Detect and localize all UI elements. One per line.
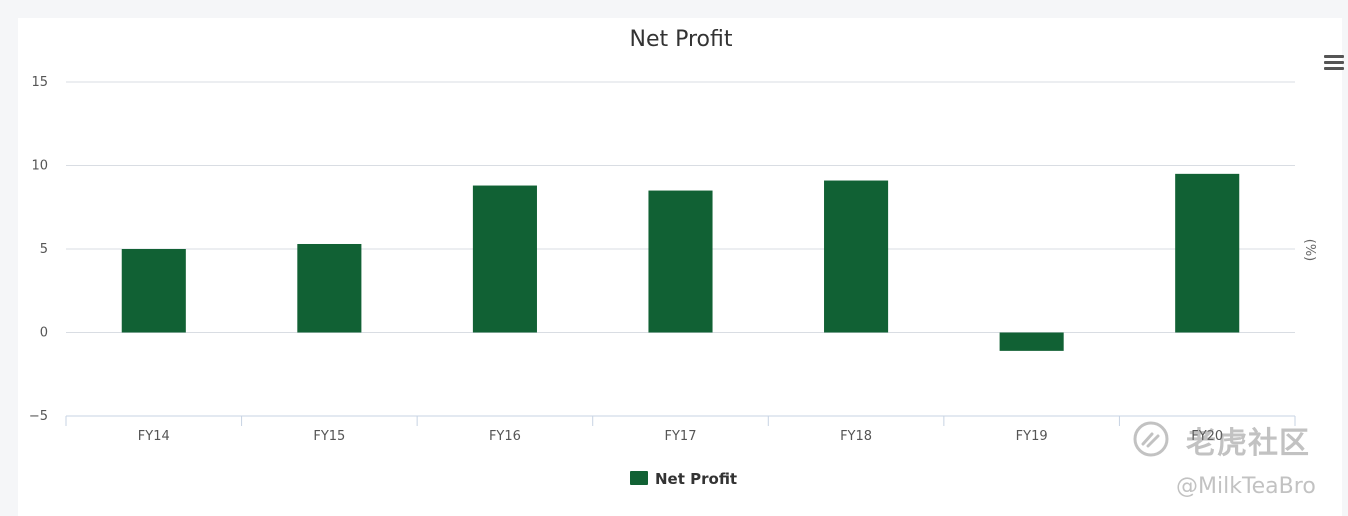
menu-line (1324, 61, 1344, 64)
bar (121, 249, 186, 333)
tiger-logo-icon (1133, 421, 1169, 457)
y-axis-ticks: 15 10 5 0 −5 (29, 75, 48, 424)
watermark: 老虎社区 @MilkTeaBro (1132, 418, 1332, 508)
legend-swatch (630, 471, 648, 485)
x-tick-label: FY19 (1016, 429, 1048, 444)
y-tick-label: 15 (31, 75, 48, 90)
y-tick-label: 5 (40, 242, 48, 257)
x-tick-label: FY16 (489, 429, 521, 444)
bar (472, 185, 537, 333)
bar (999, 332, 1064, 351)
hamburger-menu-icon[interactable] (1322, 52, 1346, 72)
bar (297, 243, 362, 333)
bar (648, 190, 713, 333)
bar (824, 180, 889, 333)
x-tick-label: FY15 (313, 429, 345, 444)
chart-card: Net Profit 15 10 5 0 −5 FY14 FY15 FY16 FY17 FY18… (18, 18, 1344, 516)
bar (1175, 173, 1240, 333)
legend[interactable]: Net Profit (630, 470, 737, 488)
legend-label: Net Profit (655, 470, 737, 488)
watermark-username: @MilkTeaBro (1176, 474, 1316, 499)
chart-title: Net Profit (630, 27, 733, 52)
x-axis: FY14 FY15 FY16 FY17 FY18 FY19 FY20 (65, 415, 1296, 444)
bars (121, 173, 1240, 351)
y-tick-label: −5 (29, 409, 48, 424)
net-profit-chart: Net Profit 15 10 5 0 −5 FY14 FY15 FY16 FY17 FY18… (29, 27, 1317, 488)
menu-line (1324, 55, 1344, 58)
x-tick-label: FY17 (665, 429, 697, 444)
y-tick-label: 0 (40, 326, 48, 341)
x-tick-label: FY18 (840, 429, 872, 444)
y2-axis-label: (%) (1302, 239, 1317, 262)
watermark-brand: 老虎社区 (1186, 426, 1310, 461)
y-tick-label: 10 (31, 159, 48, 174)
x-tick-label: FY20 (1191, 429, 1223, 444)
x-tick-label: FY14 (138, 429, 170, 444)
menu-line (1324, 67, 1344, 70)
